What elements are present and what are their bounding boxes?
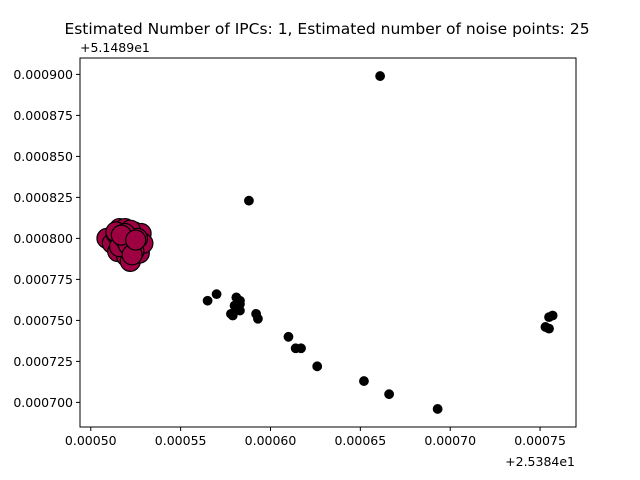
noise-point (283, 331, 294, 342)
y-tick-label: 0.000800 (13, 231, 73, 246)
y-tick-label: 0.000900 (13, 67, 73, 82)
x-axis-ticks: 0.00050 0.00055 0.00060 0.00065 0.00070 0.000… (65, 427, 566, 448)
y-tick-label: 0.000700 (13, 395, 73, 410)
chart-title: Estimated Number of IPCs: 1, Estimated n… (64, 20, 589, 38)
noise-point (235, 299, 245, 309)
x-tick-label: 0.00070 (424, 433, 476, 448)
x-tick-label: 0.00065 (334, 433, 386, 448)
noise-point (375, 71, 386, 81)
points-layer (96, 71, 558, 414)
y-tick-label: 0.000825 (13, 190, 73, 205)
noise-point (384, 389, 395, 400)
noise-point (253, 313, 263, 324)
x-tick-label: 0.00060 (245, 433, 297, 448)
y-offset-label: +5.1489e1 (80, 40, 150, 55)
y-tick-label: 0.000750 (13, 313, 73, 328)
noise-point (544, 323, 554, 334)
x-offset-label: +2.5384e1 (505, 454, 575, 469)
y-tick-label: 0.000725 (13, 354, 73, 369)
noise-point (359, 376, 369, 386)
x-tick-label: 0.00050 (65, 433, 117, 448)
noise-point (312, 361, 323, 372)
x-tick-label: 0.00075 (514, 433, 566, 448)
plot-frame (79, 57, 577, 428)
y-tick-label: 0.000775 (13, 272, 73, 287)
noise-point (244, 195, 254, 206)
noise-point (202, 295, 213, 306)
noise-point (211, 289, 222, 300)
y-tick-label: 0.000850 (13, 149, 73, 164)
noise-point (547, 310, 558, 321)
y-tick-label: 0.000875 (13, 108, 73, 123)
x-tick-label: 0.00055 (155, 433, 207, 448)
noise-point (296, 343, 306, 354)
noise-point (227, 310, 238, 321)
noise-point (432, 404, 443, 414)
y-axis-ticks: 0.000700 0.000725 0.000750 0.000775 0.000800… (13, 67, 80, 410)
cluster-point (125, 229, 147, 251)
